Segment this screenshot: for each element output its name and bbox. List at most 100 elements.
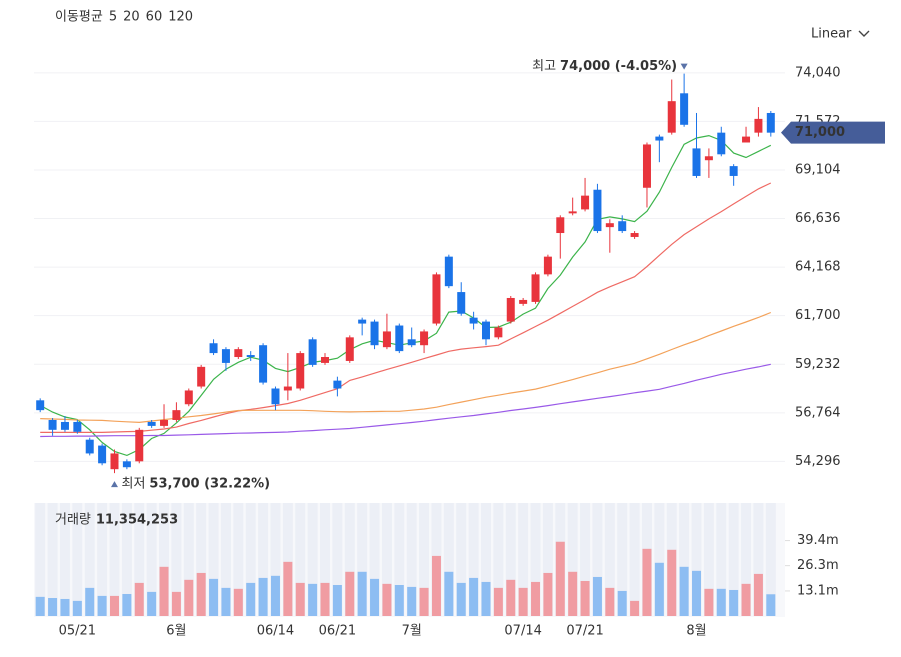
candle-body: [259, 345, 268, 383]
x-tick-label: 07/21: [566, 624, 603, 639]
candle-body: [642, 144, 651, 188]
volume-column-bg: [604, 503, 615, 616]
candle-body: [543, 256, 552, 275]
volume-bar: [741, 583, 751, 616]
volume-bar: [209, 578, 219, 616]
candle-body: [667, 101, 676, 133]
current-price-label: 71,000: [795, 125, 845, 140]
volume-bar: [345, 571, 355, 616]
volume-bar: [35, 596, 45, 616]
volume-column-bg: [567, 503, 578, 616]
high-marker-arrow: [680, 63, 688, 70]
volume-bar: [444, 571, 454, 616]
candle-body: [444, 256, 453, 287]
volume-bar: [630, 600, 640, 616]
volume-column-bg: [716, 503, 727, 616]
volume-bar: [184, 579, 194, 616]
legend-entry: 20: [123, 10, 140, 25]
volume-column-bg: [679, 503, 690, 616]
candle-body: [296, 353, 305, 389]
volume-bar: [221, 587, 231, 616]
candle-body: [221, 349, 230, 363]
volume-column-bg: [332, 503, 343, 616]
volume-bar: [382, 583, 392, 616]
y-tick-label: 59,232: [795, 357, 841, 372]
x-tick-label: 05/21: [59, 624, 96, 639]
volume-bar: [320, 582, 330, 616]
candle-body: [704, 156, 713, 161]
volume-column-bg: [134, 503, 145, 616]
volume-tick-label: 26.3m: [797, 558, 839, 573]
scale-chevron[interactable]: [858, 30, 870, 37]
volume-bar: [716, 588, 726, 616]
candle-body: [321, 357, 330, 363]
y-tick-label: 64,168: [795, 260, 841, 275]
volume-bar: [122, 593, 132, 616]
volume-bar: [196, 572, 206, 616]
candle-body: [345, 337, 354, 361]
volume-column-bg: [419, 503, 430, 616]
volume-column-bg: [121, 503, 132, 616]
candle-body: [469, 317, 478, 324]
candle-body: [432, 274, 441, 324]
candle-body: [680, 93, 689, 125]
volume-column-bg: [146, 503, 157, 616]
legend-entry: 5: [109, 10, 117, 25]
volume-bar: [518, 587, 528, 616]
volume-column-bg: [233, 503, 244, 616]
volume-column-bg: [295, 503, 306, 616]
volume-column-bg: [307, 503, 318, 616]
x-tick-label: 06/14: [257, 624, 294, 639]
candle-body: [531, 274, 540, 302]
volume-column-bg: [530, 503, 541, 616]
candle-body: [147, 421, 156, 426]
candle-body: [382, 331, 391, 348]
volume-column-bg: [72, 503, 83, 616]
volume-column-bg: [84, 503, 95, 616]
volume-bar: [171, 591, 181, 616]
volume-title: 거래량: [55, 513, 91, 528]
volume-bar: [642, 548, 652, 616]
volume-column-bg: [592, 503, 603, 616]
volume-column-bg: [765, 503, 776, 616]
volume-column-bg: [741, 503, 752, 616]
volume-column-bg: [245, 503, 256, 616]
volume-column-bg: [35, 503, 46, 616]
volume-column-bg: [369, 503, 380, 616]
scale-selector[interactable]: Linear: [811, 27, 852, 42]
volume-column-bg: [196, 503, 207, 616]
volume-column-bg: [580, 503, 591, 616]
candle-body: [184, 390, 193, 405]
y-tick-label: 56,764: [795, 405, 841, 420]
volume-column-bg: [468, 503, 479, 616]
candle-body: [593, 189, 602, 232]
volume-column-bg: [394, 503, 405, 616]
moving-average-line: [39, 134, 772, 457]
volume-bar: [592, 576, 602, 616]
volume-bar: [481, 581, 491, 616]
volume-bar: [431, 555, 441, 616]
candle-body: [692, 148, 701, 176]
volume-column-bg: [47, 503, 58, 616]
volume-bar: [357, 571, 367, 616]
candle-body: [271, 388, 280, 405]
x-tick-label: 06/21: [319, 624, 356, 639]
volume-bar: [308, 583, 318, 616]
volume-bar: [493, 587, 503, 616]
volume-column-bg: [344, 503, 355, 616]
candle-body: [407, 339, 416, 346]
volume-bar: [295, 582, 305, 616]
volume-bar: [692, 570, 702, 616]
candle-body: [605, 223, 614, 228]
x-tick-label: 7월: [402, 624, 422, 639]
moving-average-line: [40, 363, 771, 438]
volume-bar: [394, 584, 404, 616]
volume-bar: [48, 598, 58, 616]
volume-column-bg: [381, 503, 392, 616]
volume-bar: [456, 582, 466, 616]
volume-bar: [543, 572, 553, 616]
volume-bar: [370, 578, 380, 616]
volume-column-bg: [258, 503, 269, 616]
volume-column-bg: [703, 503, 714, 616]
volume-bar: [506, 579, 516, 616]
